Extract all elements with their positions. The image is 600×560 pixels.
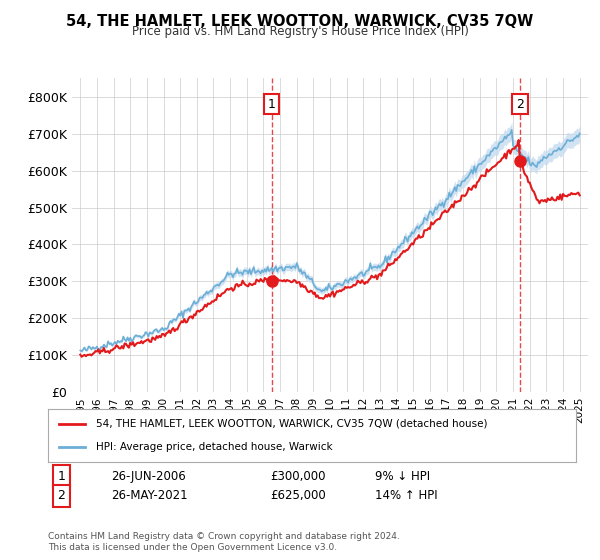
Text: 54, THE HAMLET, LEEK WOOTTON, WARWICK, CV35 7QW: 54, THE HAMLET, LEEK WOOTTON, WARWICK, C… [67,14,533,29]
Text: 54, THE HAMLET, LEEK WOOTTON, WARWICK, CV35 7QW (detached house): 54, THE HAMLET, LEEK WOOTTON, WARWICK, C… [95,419,487,429]
Text: £625,000: £625,000 [270,489,326,502]
Text: 1: 1 [268,98,275,111]
Text: Contains HM Land Registry data © Crown copyright and database right 2024.
This d: Contains HM Land Registry data © Crown c… [48,532,400,552]
Text: HPI: Average price, detached house, Warwick: HPI: Average price, detached house, Warw… [95,442,332,452]
Text: 2: 2 [57,489,65,502]
Text: 14% ↑ HPI: 14% ↑ HPI [376,489,438,502]
Text: 26-MAY-2021: 26-MAY-2021 [112,489,188,502]
Text: 9% ↓ HPI: 9% ↓ HPI [376,470,430,483]
Text: 26-JUN-2006: 26-JUN-2006 [112,470,186,483]
Text: £300,000: £300,000 [270,470,325,483]
Text: Price paid vs. HM Land Registry's House Price Index (HPI): Price paid vs. HM Land Registry's House … [131,25,469,38]
Text: 2: 2 [516,98,524,111]
Text: 1: 1 [57,470,65,483]
